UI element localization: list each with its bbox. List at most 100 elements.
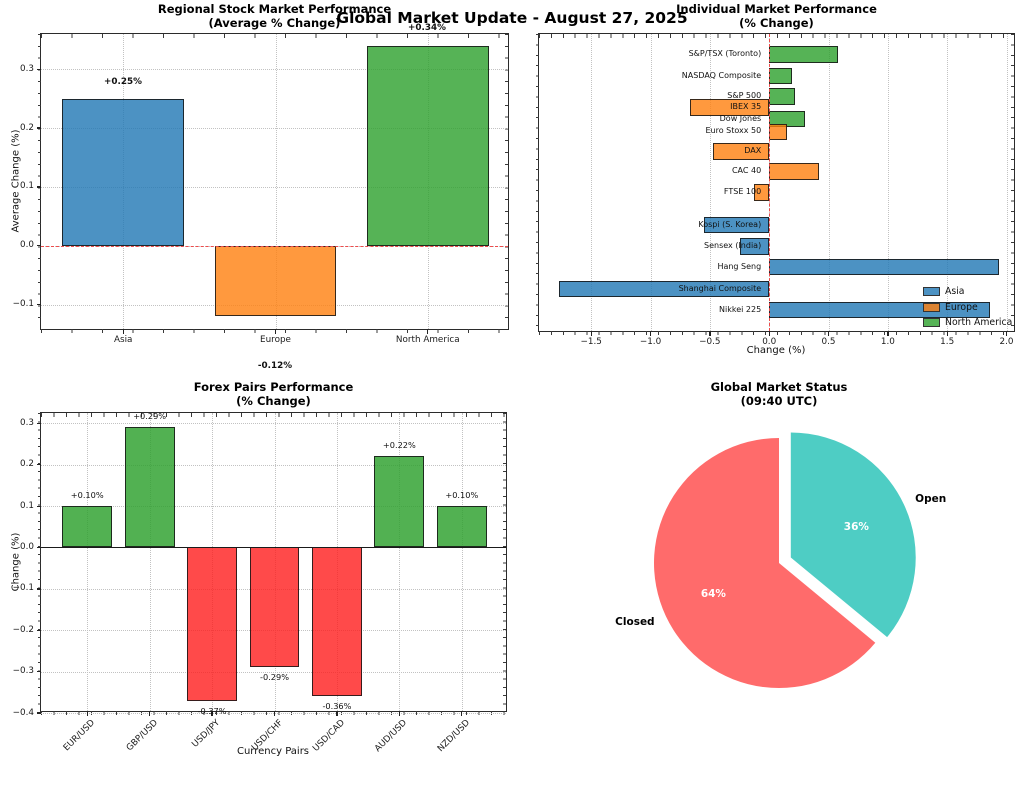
aud-usd-bar bbox=[374, 456, 424, 547]
x-tick-label: 1.0 bbox=[858, 337, 918, 347]
gridline-x bbox=[87, 413, 88, 711]
pie-label-closed: Closed bbox=[615, 616, 654, 628]
x-tick-label-europe: Europe bbox=[216, 335, 336, 345]
x-tick-label: 0.5 bbox=[799, 337, 859, 347]
legend-swatch-europe bbox=[923, 303, 940, 312]
s-p-tsx-toronto-label: S&P/TSX (Toronto) bbox=[689, 49, 762, 58]
nikkei-225-label: Nikkei 225 bbox=[719, 305, 761, 314]
x-tick-label: −1.5 bbox=[561, 337, 621, 347]
minor-ticks-right bbox=[503, 413, 507, 711]
x-tick-mark bbox=[828, 331, 829, 336]
legend-item-north-america: North America bbox=[923, 315, 1012, 331]
zero-line bbox=[769, 34, 770, 331]
legend-label-north-america: North America bbox=[945, 317, 1012, 328]
dow-jones-label: Dow Jones bbox=[720, 114, 762, 123]
y-tick-mark bbox=[37, 127, 42, 128]
legend-label-europe: Europe bbox=[945, 302, 978, 313]
x-tick-mark bbox=[427, 329, 428, 334]
legend: Asia Europe North America bbox=[923, 284, 1012, 331]
regional-chart-title-line1: Regional Stock Market Performance bbox=[40, 3, 509, 17]
pie-chart-title: Global Market Status (09:40 UTC) bbox=[540, 381, 1018, 409]
y-tick-label: 0.1 bbox=[20, 181, 34, 191]
usd-cad-bar-value-label: -0.36% bbox=[297, 701, 377, 711]
x-tick-mark bbox=[947, 331, 948, 336]
minor-ticks-top bbox=[41, 34, 508, 38]
y-tick-mark bbox=[37, 423, 42, 424]
y-tick-label: 0.0 bbox=[20, 542, 34, 552]
x-tick-label: −1.0 bbox=[621, 337, 681, 347]
y-tick-label: 0.0 bbox=[20, 240, 34, 250]
gridline-y bbox=[41, 465, 506, 466]
x-tick-mark bbox=[709, 331, 710, 336]
x-tick-label: 0.0 bbox=[739, 337, 799, 347]
legend-swatch-north-america bbox=[923, 318, 940, 327]
minor-ticks-left bbox=[38, 413, 42, 711]
usd-jpy-bar-value-label: -0.37% bbox=[172, 706, 252, 716]
y-tick-label: 0.3 bbox=[20, 64, 34, 74]
usd-chf-bar bbox=[250, 547, 300, 667]
x-tick-label: −0.5 bbox=[680, 337, 740, 347]
y-tick-label: −0.1 bbox=[13, 583, 34, 593]
y-tick-label: 0.1 bbox=[20, 501, 34, 511]
gridline-x bbox=[829, 34, 830, 331]
gridline-x bbox=[888, 34, 889, 331]
x-tick-label-asia: Asia bbox=[63, 335, 183, 345]
x-tick-mark bbox=[650, 331, 651, 336]
x-tick-mark bbox=[769, 331, 770, 336]
asia-bar-value-label: +0.25% bbox=[83, 77, 163, 87]
pie-chart-title-line2: (09:40 UTC) bbox=[540, 395, 1018, 409]
y-tick-label: −0.1 bbox=[13, 299, 34, 309]
y-tick-label: 0.3 bbox=[20, 418, 34, 428]
x-tick-mark bbox=[336, 711, 337, 716]
x-tick-mark bbox=[149, 711, 150, 716]
y-tick-mark bbox=[37, 588, 42, 589]
y-tick-mark bbox=[37, 671, 42, 672]
sensex-india-label: Sensex (India) bbox=[704, 241, 761, 250]
eur-usd-bar-value-label: +0.10% bbox=[47, 490, 127, 500]
pie-label-open: Open bbox=[915, 493, 946, 505]
ibex-35-label: IBEX 35 bbox=[730, 102, 761, 111]
x-tick-mark bbox=[461, 711, 462, 716]
x-tick-label-nzd-usd: NZD/USD bbox=[394, 718, 472, 796]
gridline-y bbox=[41, 423, 506, 424]
y-tick-label: −0.4 bbox=[13, 708, 34, 718]
minor-ticks-left bbox=[38, 34, 42, 329]
gbp-usd-bar-value-label: +0.29% bbox=[110, 411, 190, 421]
shanghai-composite-label: Shanghai Composite bbox=[679, 284, 762, 293]
y-tick-mark bbox=[37, 712, 42, 713]
y-tick-mark bbox=[37, 69, 42, 70]
hang-seng-bar bbox=[769, 259, 999, 276]
x-tick-mark bbox=[123, 329, 124, 334]
nasdaq-composite-label: NASDAQ Composite bbox=[682, 71, 761, 80]
usd-cad-bar bbox=[312, 547, 362, 696]
x-tick-label-north-america: North America bbox=[368, 335, 488, 345]
market-status-pie bbox=[540, 412, 1018, 768]
aud-usd-bar-value-label: +0.22% bbox=[359, 440, 439, 450]
y-tick-label: 0.2 bbox=[20, 459, 34, 469]
s-p-tsx-toronto-bar bbox=[769, 46, 838, 63]
forex-chart-title-line2: (% Change) bbox=[40, 395, 507, 409]
x-tick-mark bbox=[591, 331, 592, 336]
markets-chart-title: Individual Market Performance (% Change) bbox=[538, 3, 1015, 31]
gridline-x bbox=[462, 413, 463, 711]
cac-40-bar bbox=[769, 163, 819, 180]
forex-chart-title-line1: Forex Pairs Performance bbox=[40, 381, 507, 395]
minor-ticks-bottom bbox=[539, 331, 1014, 335]
ftse-100-label: FTSE 100 bbox=[724, 187, 761, 196]
markets-chart-title-line2: (% Change) bbox=[538, 17, 1015, 31]
usd-chf-bar-value-label: -0.29% bbox=[235, 672, 315, 682]
zero-line bbox=[41, 246, 508, 247]
legend-item-asia: Asia bbox=[923, 284, 1012, 300]
legend-item-europe: Europe bbox=[923, 300, 1012, 316]
legend-label-asia: Asia bbox=[945, 286, 964, 297]
dax-label: DAX bbox=[744, 146, 761, 155]
y-tick-label: −0.3 bbox=[13, 666, 34, 676]
cac-40-label: CAC 40 bbox=[732, 166, 761, 175]
y-tick-label: −0.2 bbox=[13, 625, 34, 635]
asia-bar bbox=[62, 99, 184, 246]
gbp-usd-bar bbox=[125, 427, 175, 547]
nasdaq-composite-bar bbox=[769, 68, 792, 85]
usd-jpy-bar bbox=[187, 547, 237, 700]
pie-pct-closed: 64% bbox=[701, 588, 726, 600]
